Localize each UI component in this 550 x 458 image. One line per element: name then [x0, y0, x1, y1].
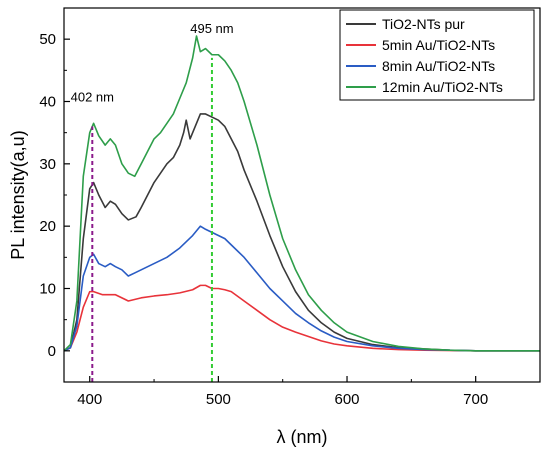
series-line-2	[63, 284, 540, 352]
y-axis-title: PL intensity(a,u)	[8, 130, 28, 259]
x-tick-label: 400	[77, 391, 102, 408]
y-tick-label: 50	[39, 31, 56, 48]
axis-layer: 400 500 600 700 0 10 20 30 40 50 λ (nm) PL intensit…	[8, 7, 541, 447]
series-line-1	[63, 113, 540, 352]
y-tick-label: 10	[39, 281, 56, 298]
x-tick-label: 500	[206, 391, 231, 408]
y-tick-label: 0	[48, 343, 56, 360]
annotation-label-1: 402 nm	[71, 90, 114, 105]
annotation-label-2: 495 nm	[190, 21, 233, 36]
y-tick-label: 40	[39, 94, 56, 111]
x-tick-label: 700	[463, 391, 488, 408]
series-line-3	[63, 225, 540, 352]
legend-label-1: TiO2-NTs pur	[382, 16, 465, 32]
legend: TiO2-NTs pur 5min Au/TiO2-NTs 8min Au/TiO2…	[339, 9, 535, 101]
annotation-layer: 402 nm 495 nm	[71, 21, 234, 382]
series-line-4	[63, 35, 540, 352]
y-tick-label: 30	[39, 156, 56, 173]
x-axis-title: λ (nm)	[277, 427, 328, 447]
legend-label-3: 8min Au/TiO2-NTs	[382, 58, 495, 74]
legend-label-2: 5min Au/TiO2-NTs	[382, 37, 495, 53]
legend-label-4: 12min Au/TiO2-NTs	[382, 79, 503, 95]
series-layer	[63, 35, 540, 352]
x-tick-label: 600	[335, 391, 360, 408]
y-tick-label: 20	[39, 218, 56, 235]
